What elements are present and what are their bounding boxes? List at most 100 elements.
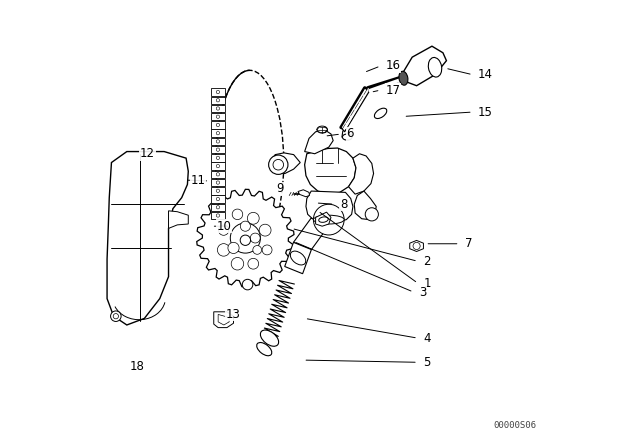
Circle shape: [218, 244, 230, 256]
Ellipse shape: [428, 57, 442, 77]
Circle shape: [413, 242, 420, 250]
Circle shape: [111, 311, 121, 322]
Polygon shape: [211, 171, 225, 178]
Circle shape: [231, 258, 244, 270]
Ellipse shape: [314, 215, 344, 224]
Circle shape: [365, 208, 378, 221]
Circle shape: [216, 148, 220, 151]
Polygon shape: [211, 96, 225, 104]
Circle shape: [216, 198, 220, 201]
Circle shape: [216, 123, 220, 127]
Circle shape: [273, 159, 284, 170]
Polygon shape: [211, 105, 225, 112]
Circle shape: [240, 235, 250, 246]
Circle shape: [216, 156, 220, 159]
Circle shape: [262, 245, 272, 255]
Circle shape: [216, 140, 220, 143]
Polygon shape: [211, 138, 225, 145]
Circle shape: [216, 90, 220, 94]
Polygon shape: [211, 154, 225, 162]
Circle shape: [216, 164, 220, 168]
Polygon shape: [306, 191, 353, 222]
Circle shape: [230, 223, 260, 253]
Polygon shape: [211, 113, 225, 121]
Text: 9: 9: [276, 182, 284, 195]
Circle shape: [228, 242, 239, 254]
Polygon shape: [355, 191, 376, 220]
Circle shape: [216, 99, 220, 102]
Polygon shape: [285, 242, 312, 274]
Text: 8: 8: [340, 198, 347, 211]
Polygon shape: [214, 312, 234, 327]
Polygon shape: [305, 148, 356, 194]
Polygon shape: [211, 88, 225, 96]
Ellipse shape: [319, 217, 328, 222]
Text: 17: 17: [386, 84, 401, 97]
Circle shape: [269, 155, 288, 174]
Text: 6: 6: [346, 128, 354, 141]
Polygon shape: [211, 121, 225, 129]
Circle shape: [253, 246, 262, 254]
Circle shape: [250, 233, 260, 243]
Text: 3: 3: [419, 285, 426, 298]
Polygon shape: [211, 162, 225, 170]
Text: 10: 10: [217, 220, 232, 233]
Polygon shape: [211, 179, 225, 186]
Text: 1: 1: [423, 277, 431, 290]
Polygon shape: [211, 212, 225, 219]
Text: 16: 16: [386, 60, 401, 73]
Ellipse shape: [216, 70, 284, 255]
Text: 14: 14: [478, 68, 493, 81]
Circle shape: [216, 132, 220, 135]
Polygon shape: [211, 146, 225, 153]
Circle shape: [232, 209, 243, 220]
Polygon shape: [211, 129, 225, 137]
Circle shape: [247, 212, 259, 224]
Text: 18: 18: [130, 360, 145, 373]
Polygon shape: [107, 151, 188, 325]
Circle shape: [243, 279, 253, 290]
Ellipse shape: [317, 126, 328, 133]
Polygon shape: [211, 203, 225, 211]
Circle shape: [216, 189, 220, 193]
Text: 12: 12: [140, 147, 155, 160]
Circle shape: [240, 221, 250, 231]
Circle shape: [216, 115, 220, 118]
Ellipse shape: [342, 134, 352, 140]
Polygon shape: [399, 46, 447, 86]
Polygon shape: [410, 241, 424, 251]
Polygon shape: [218, 314, 229, 325]
Polygon shape: [294, 218, 329, 250]
Polygon shape: [168, 211, 188, 228]
Polygon shape: [196, 190, 294, 287]
Polygon shape: [305, 129, 333, 154]
Circle shape: [314, 204, 344, 235]
Circle shape: [216, 214, 220, 217]
Polygon shape: [211, 187, 225, 194]
Circle shape: [216, 206, 220, 209]
Circle shape: [216, 181, 220, 184]
Polygon shape: [316, 212, 331, 226]
Text: 4: 4: [423, 332, 431, 345]
Circle shape: [218, 225, 228, 235]
Text: 5: 5: [423, 356, 431, 369]
Text: 2: 2: [423, 255, 431, 268]
Polygon shape: [349, 154, 374, 194]
Circle shape: [259, 224, 271, 236]
Ellipse shape: [291, 251, 306, 265]
Ellipse shape: [374, 108, 387, 119]
Polygon shape: [271, 153, 300, 173]
Polygon shape: [341, 88, 369, 132]
Circle shape: [248, 258, 259, 269]
Text: 7: 7: [465, 237, 472, 250]
Ellipse shape: [399, 71, 408, 85]
Text: 13: 13: [226, 307, 241, 320]
Polygon shape: [298, 190, 310, 197]
Text: 15: 15: [478, 106, 493, 119]
Circle shape: [216, 107, 220, 110]
Text: 11: 11: [191, 173, 205, 187]
Text: 00000S06: 00000S06: [494, 422, 537, 431]
Ellipse shape: [260, 330, 278, 346]
Circle shape: [113, 314, 118, 319]
Polygon shape: [211, 195, 225, 203]
